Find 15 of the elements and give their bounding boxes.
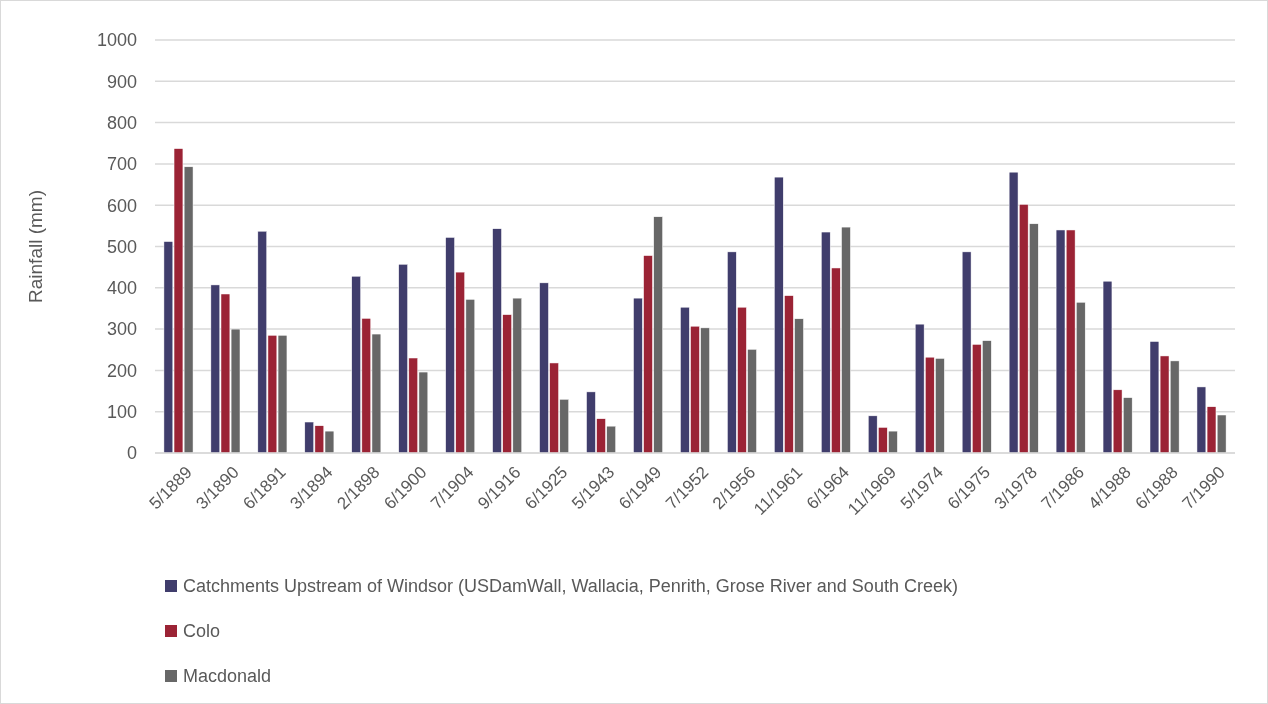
y-tick-label: 300 (106, 319, 137, 340)
y-tick-label: 500 (106, 236, 137, 257)
legend-label: Colo (183, 621, 221, 642)
y-tick-label: 1000 (96, 30, 137, 51)
y-tick-label: 100 (106, 402, 137, 422)
legend-label: Catchments Upstream of Windsor (USDamWall, Wallacia, Penrith, Grose River and South Creek) (183, 576, 958, 597)
y-tick-label: 0 (126, 443, 137, 464)
y-tick-label: 200 (106, 360, 137, 381)
y-tick-label: 700 (106, 154, 137, 175)
y-axis-title: Rainfall (mm) (25, 190, 46, 303)
y-tick-label: 600 (106, 195, 137, 216)
y-tick-label: 900 (106, 71, 137, 92)
legend-label: Macdonald (183, 666, 272, 687)
y-tick-label: 800 (106, 112, 137, 133)
y-tick-label: 400 (106, 278, 137, 299)
